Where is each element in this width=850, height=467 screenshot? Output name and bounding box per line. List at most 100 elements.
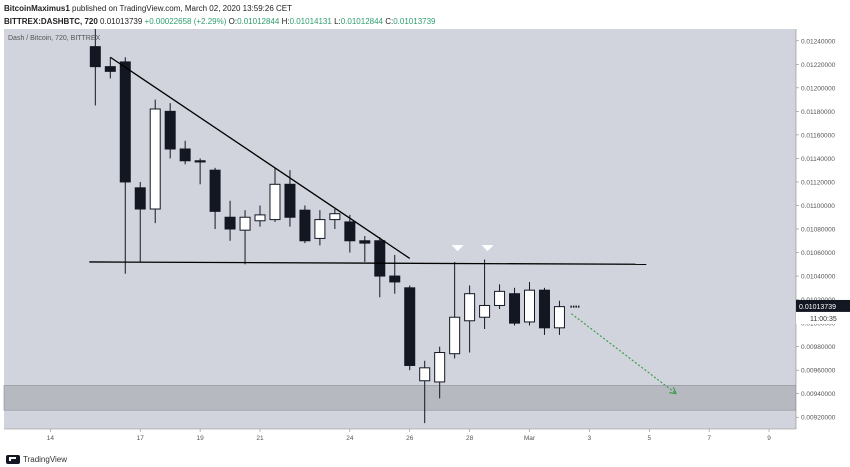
candle[interactable] xyxy=(509,287,521,326)
last-price-tag-label: 0.01013739 xyxy=(799,304,836,311)
candle[interactable] xyxy=(254,205,266,227)
close-label: C: xyxy=(385,17,394,26)
x-tick-label: Mar xyxy=(524,435,536,442)
y-tick-label: 0.01000000 xyxy=(801,321,836,328)
candle-body-up xyxy=(239,216,251,231)
candle-body-down xyxy=(104,66,116,72)
brand-name: TradingView xyxy=(23,455,68,464)
candle-body-up xyxy=(419,367,431,382)
support-zone[interactable] xyxy=(3,385,797,411)
horizontal-support-line[interactable] xyxy=(89,261,647,265)
candle[interactable] xyxy=(553,300,565,335)
y-tick-label: 0.01200000 xyxy=(801,85,836,92)
candle[interactable] xyxy=(209,167,221,229)
last-value: 0.01013739 xyxy=(100,17,143,26)
candle-body-up xyxy=(329,213,341,221)
y-tick-label: 0.01220000 xyxy=(801,62,836,69)
candle-body-down xyxy=(299,209,311,242)
candle-body-down xyxy=(224,216,236,230)
candle[interactable] xyxy=(329,209,341,229)
candle[interactable] xyxy=(314,210,326,246)
x-tick-label: 7 xyxy=(707,435,711,442)
countdown-label: 11:00:35 xyxy=(810,316,837,323)
candle-body-up xyxy=(434,352,446,383)
projection-arrow-head xyxy=(669,392,677,395)
candle[interactable] xyxy=(119,57,131,274)
candle-body-down xyxy=(89,46,101,68)
candle[interactable] xyxy=(524,281,536,326)
candle-body-up xyxy=(479,304,491,318)
candle-body-down xyxy=(389,275,401,283)
candle-body-down xyxy=(164,110,176,150)
y-tick-label: 0.01080000 xyxy=(801,227,836,234)
rejection-marker-icon xyxy=(451,245,464,252)
last-price-tag[interactable] xyxy=(796,299,850,312)
publish-line: BitcoinMaximus1 published on TradingView… xyxy=(4,4,292,13)
candle[interactable] xyxy=(89,29,101,106)
candle[interactable] xyxy=(479,259,491,329)
candle[interactable] xyxy=(299,205,311,244)
x-tick-label: 17 xyxy=(137,435,145,442)
candle-body-down xyxy=(538,289,550,329)
candle[interactable] xyxy=(374,237,386,298)
descending-trendline[interactable] xyxy=(109,56,411,259)
time-axis[interactable] xyxy=(0,429,850,449)
chart-title: Dash / Bitcoin, 720, BITTREX xyxy=(8,35,101,42)
footer-brand[interactable]: TradingView xyxy=(6,455,67,464)
y-tick-label: 0.00920000 xyxy=(801,415,836,422)
candle[interactable] xyxy=(284,170,296,227)
candle[interactable] xyxy=(464,285,476,353)
candle[interactable] xyxy=(434,346,446,399)
y-tick-label: 0.01100000 xyxy=(801,203,835,210)
open-value: 0.01012844 xyxy=(237,17,280,26)
candle[interactable] xyxy=(104,57,116,79)
candle-body-down xyxy=(509,293,521,324)
candle-body-down xyxy=(119,61,131,183)
projection-arrow-head xyxy=(672,387,677,394)
candle[interactable] xyxy=(449,261,461,359)
candle[interactable] xyxy=(494,284,506,309)
candle[interactable] xyxy=(344,214,356,253)
candle-body-down xyxy=(404,287,416,366)
candle[interactable] xyxy=(179,140,191,165)
candle-body-up xyxy=(269,183,281,221)
candle[interactable] xyxy=(359,236,371,262)
candle-body-up xyxy=(254,214,266,222)
x-tick-label: 3 xyxy=(588,435,592,442)
candle[interactable] xyxy=(419,360,431,424)
candle-body-down xyxy=(284,183,296,218)
candle[interactable] xyxy=(224,200,236,241)
candle-body-down xyxy=(194,160,206,163)
candle[interactable] xyxy=(269,167,281,222)
y-tick-label: 0.01040000 xyxy=(801,274,836,281)
candle[interactable] xyxy=(164,103,176,159)
candle[interactable] xyxy=(538,287,550,335)
candle-body-up xyxy=(524,289,536,323)
candle[interactable] xyxy=(134,181,146,262)
close-value: 0.01013739 xyxy=(393,17,436,26)
countdown-tag xyxy=(796,311,850,324)
candle-body-down xyxy=(359,240,371,244)
low-label: L: xyxy=(334,17,341,26)
candle[interactable] xyxy=(149,99,161,224)
price-chart[interactable]: 0.01240000 0.01220000 0.01200000 0.01180000… xyxy=(0,29,850,449)
x-tick-label: 24 xyxy=(346,435,354,442)
y-tick-label: 0.00940000 xyxy=(801,391,836,398)
projection-arrow[interactable] xyxy=(571,313,677,395)
x-tick-label: 26 xyxy=(406,435,414,442)
candle[interactable] xyxy=(194,158,206,185)
candle[interactable] xyxy=(239,210,251,265)
candle-body-up xyxy=(464,293,476,322)
y-tick-label: 0.00960000 xyxy=(801,368,836,375)
candle-body-down xyxy=(209,169,221,212)
x-tick-label: 14 xyxy=(47,435,55,442)
plot-area[interactable] xyxy=(4,29,796,429)
y-tick-label: 0.00980000 xyxy=(801,344,836,351)
price-axis[interactable] xyxy=(796,29,850,429)
rejection-marker-icon xyxy=(481,245,494,252)
tradingview-logo-icon xyxy=(6,455,20,464)
change-value: +0.00022658 (+2.29%) xyxy=(144,17,227,26)
candle[interactable] xyxy=(389,254,401,294)
candle[interactable] xyxy=(404,285,416,371)
author-name[interactable]: BitcoinMaximus1 xyxy=(4,4,70,13)
